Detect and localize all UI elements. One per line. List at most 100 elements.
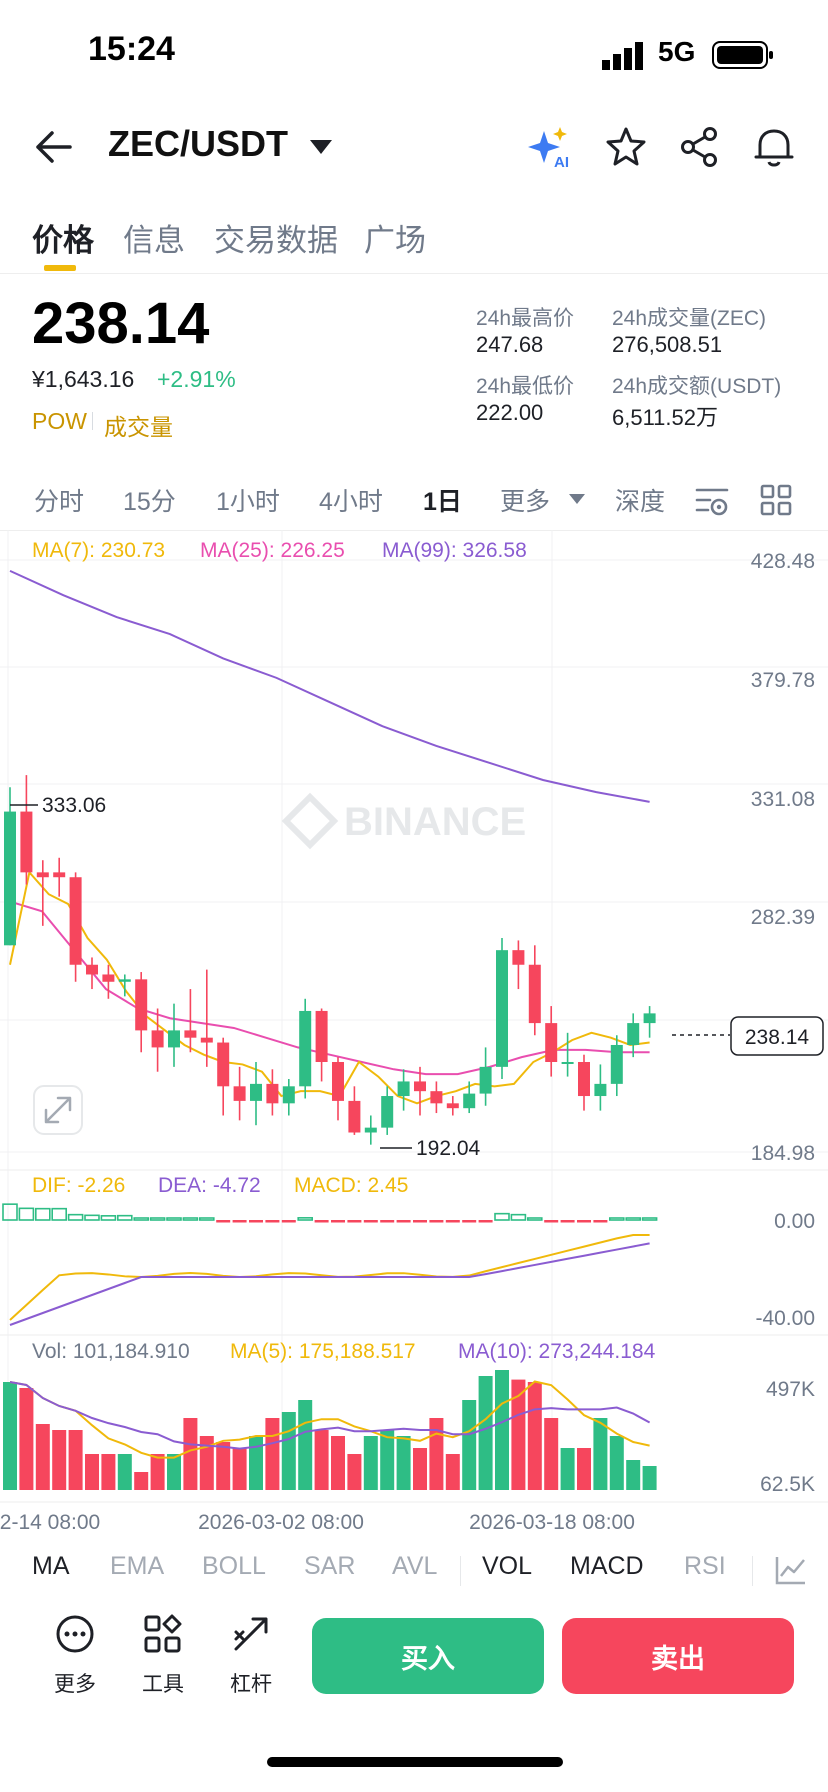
macd-bar [216,1220,231,1223]
ai-sparkle-icon[interactable]: AI [528,125,574,169]
ma99-line [9,569,650,803]
indicator-divider-2 [752,1556,753,1586]
y-tick-2: 379.78 [751,669,815,692]
back-arrow-icon[interactable] [34,129,74,165]
pair-title[interactable]: ZEC/USDT [108,123,288,164]
candle-body [53,872,66,878]
chart-settings-icon[interactable] [694,484,730,518]
more-caret-icon[interactable] [568,492,586,506]
macd-bar [462,1220,477,1223]
macd-tick-low: -40.00 [755,1307,815,1330]
low-value: 222.00 [476,400,544,425]
indicator-ma[interactable]: MA [32,1552,70,1580]
indicator-vol[interactable]: VOL [482,1552,533,1580]
candle-body [364,1127,377,1133]
svg-text:AI: AI [554,154,569,169]
indicator-divider [460,1556,461,1586]
volume-bar [117,1454,132,1490]
volume-bar [577,1448,591,1490]
volume-bar [511,1379,526,1490]
vol-ma5-line [9,1380,650,1459]
macd-bar [166,1217,182,1221]
candle-body [627,1023,640,1045]
candle-body [332,1061,344,1101]
share-icon[interactable] [678,125,722,169]
indicator-ema[interactable]: EMA [110,1552,165,1580]
indicator-settings-icon[interactable] [774,1554,808,1586]
volume-bar [445,1454,460,1490]
tab-info[interactable]: 信息 [123,223,185,258]
tab-trade-data[interactable]: 交易数据 [214,223,338,258]
vol-tick-high: 497K [766,1378,815,1401]
candle-body [348,1100,361,1133]
volume-bar [331,1436,345,1490]
volume-bar [101,1454,116,1490]
expand-icon [44,1096,72,1124]
macd-bar [577,1220,591,1223]
volume-bar [35,1424,50,1490]
volume-bar [314,1430,329,1490]
vol-base-label: 24h成交量(ZEC) [612,307,767,330]
interval-4h[interactable]: 4小时 [319,488,383,516]
macd-bar [478,1220,493,1223]
volume-bars [3,1370,657,1490]
interval-15m[interactable]: 15分 [123,488,176,516]
indicator-rsi[interactable]: RSI [684,1552,726,1580]
macd-bar [413,1220,427,1223]
interval-depth[interactable]: 深度 [615,488,666,516]
status-bar: 15:24 5G [0,0,828,100]
price-change: +2.91% [157,366,236,392]
candle-body [594,1083,607,1097]
kline-chart[interactable]: BINANCE MA(7): 230.73 MA(25): 226.25 MA(… [0,530,828,1540]
macd-tick-zero: 0.00 [774,1210,815,1233]
tab-price[interactable]: 价格 [32,223,94,258]
last-price: 238.14 [32,291,210,356]
macd-bar [18,1207,35,1221]
macd-legend-value: MACD: 2.45 [294,1174,408,1197]
buy-button[interactable]: 买入 [312,1618,544,1694]
candle-body [4,811,16,946]
candle-body [561,1061,574,1064]
y-tick-3: 331.08 [751,788,815,811]
x-label-2: 2026-03-02 08:00 [198,1511,364,1534]
indicator-macd[interactable]: MACD [570,1552,644,1580]
volume-bar [544,1418,559,1490]
vol-legend-value: Vol: 101,184.910 [32,1340,190,1363]
candle-body [397,1081,410,1097]
macd-bar [445,1220,460,1223]
indicator-sar[interactable]: SAR [304,1552,356,1580]
macd-bar [331,1220,345,1223]
caret-down-icon[interactable] [308,137,334,157]
volume-bar [298,1400,313,1490]
macd-bar [544,1220,559,1223]
indicator-boll[interactable]: BOLL [202,1552,266,1580]
interval-line[interactable]: 分时 [34,488,85,516]
macd-bar [510,1213,527,1221]
layout-grid-icon[interactable] [760,484,792,516]
interval-1h[interactable]: 1小时 [216,488,280,516]
dif-legend: DIF: -2.26 [32,1174,125,1197]
tools-grid-icon [144,1614,182,1653]
volume-bar [429,1418,444,1490]
indicator-avl[interactable]: AVL [392,1552,438,1580]
ma25-line [9,900,650,1076]
tab-square[interactable]: 广场 [364,223,426,258]
ma7-legend: MA(7): 230.73 [32,539,165,562]
star-icon[interactable] [604,125,648,169]
bell-icon[interactable] [752,125,796,169]
y-tick-5: 184.98 [751,1142,815,1165]
tag-volume[interactable]: 成交量 [104,414,173,440]
tag-pow[interactable]: POW [32,408,87,434]
volume-bar [527,1382,542,1490]
page-tabs: 价格 信息 交易数据 广场 [0,205,828,274]
dea-line [9,1242,650,1326]
macd-bar [265,1220,280,1223]
expand-button[interactable] [33,1085,83,1135]
macd-bar [67,1213,84,1221]
interval-1d[interactable]: 1日 [423,488,462,516]
macd-bar [347,1220,362,1223]
sell-button[interactable]: 卖出 [562,1618,794,1694]
bottom-action-bar: 更多 工具 杠杆 买入 卖出 [0,1610,828,1720]
interval-more[interactable]: 更多 [500,488,551,516]
candle-body [414,1081,426,1092]
